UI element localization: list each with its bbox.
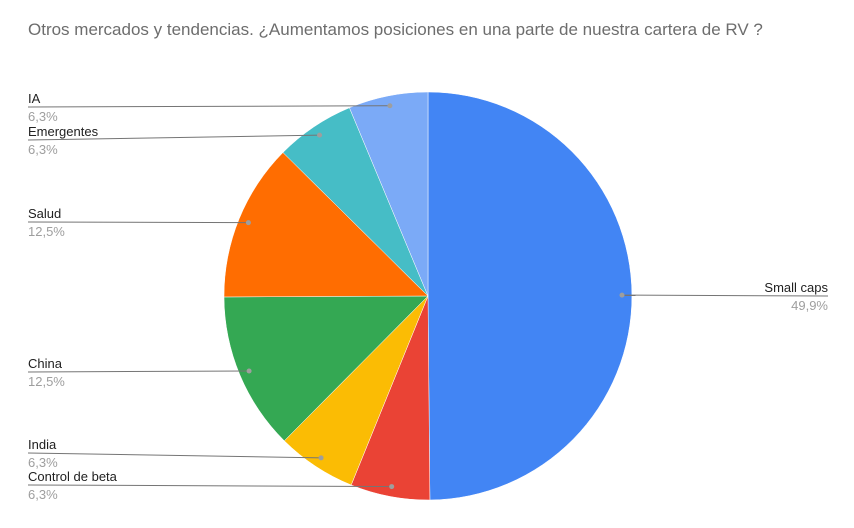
slice-label-ia: IA <box>28 91 41 106</box>
leader-dot-china <box>246 368 252 374</box>
slice-label-control-de-beta: Control de beta <box>28 469 118 484</box>
leader-line-china <box>27 370 250 373</box>
leader-dot-india <box>318 455 324 461</box>
slice-percent-emergentes: 6,3% <box>28 142 58 157</box>
chart-title: Otros mercados y tendencias. ¿Aumentamos… <box>28 20 763 39</box>
leader-line-india <box>27 452 322 459</box>
pie-slice-ia[interactable] <box>349 91 429 297</box>
slice-percent-small-caps: 49,9% <box>791 298 828 313</box>
slice-label-emergentes: Emergentes <box>28 124 99 139</box>
leader-line-control-de-beta <box>27 484 392 488</box>
leader-dot-small-caps <box>619 292 625 298</box>
leader-line-salud <box>27 221 249 224</box>
leader-dot-control-de-beta <box>389 484 395 490</box>
leader-line-ia <box>27 105 390 108</box>
slice-label-small-caps: Small caps <box>764 280 828 295</box>
leader-dot-salud <box>245 220 251 226</box>
slice-label-salud: Salud <box>28 206 61 221</box>
pie-slice-small-caps[interactable] <box>427 91 633 501</box>
leader-dot-emergentes <box>317 132 323 138</box>
slice-percent-ia: 6,3% <box>28 109 58 124</box>
pie-slice-salud[interactable] <box>223 152 429 298</box>
slice-percent-control-de-beta: 6,3% <box>28 487 58 502</box>
slice-percent-india: 6,3% <box>28 455 58 470</box>
pie-slice-china[interactable] <box>223 295 429 442</box>
leader-line-small-caps <box>621 294 829 297</box>
slice-label-china: China <box>28 356 63 371</box>
slice-percent-salud: 12,5% <box>28 224 65 239</box>
slice-percent-china: 12,5% <box>28 374 65 389</box>
leader-dot-ia <box>387 103 393 109</box>
leader-line-emergentes <box>27 134 320 141</box>
slice-label-india: India <box>28 437 57 452</box>
